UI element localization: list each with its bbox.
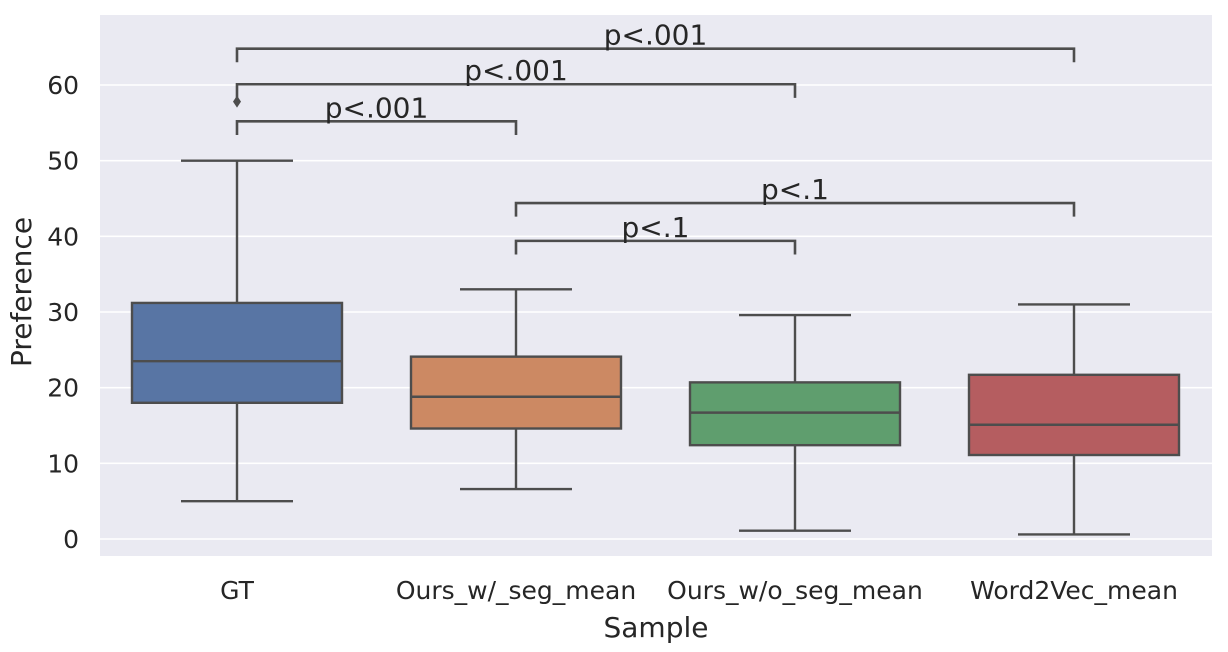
box-group bbox=[409, 288, 623, 491]
plot-background bbox=[100, 15, 1212, 556]
significance-bracket: p<.001 bbox=[235, 91, 518, 135]
x-axis-title: Sample bbox=[604, 611, 709, 644]
significance-label: p<.001 bbox=[464, 54, 568, 87]
y-tick-label: 30 bbox=[47, 298, 79, 327]
bracket-line bbox=[235, 47, 1076, 63]
significance-bracket: p<.1 bbox=[514, 173, 1076, 217]
boxes bbox=[130, 95, 1181, 536]
y-tick-label: 40 bbox=[47, 222, 79, 251]
box-group bbox=[688, 313, 902, 532]
significance-label: p<.001 bbox=[604, 19, 708, 52]
outlier-point bbox=[233, 95, 241, 108]
box-iqr bbox=[409, 355, 623, 430]
bracket-line bbox=[235, 82, 797, 98]
significance-annotations: p<.001 p<.001 p<.001 p<.1 p<.1 bbox=[235, 19, 1076, 255]
tick-labels: 0 10 20 30 40 50 60 GT Ours_w/_seg_mean Ours_w/o_… bbox=[47, 71, 1178, 605]
y-tick-label: 20 bbox=[47, 374, 79, 403]
x-tick-label: Ours_w/o_seg_mean bbox=[667, 576, 923, 605]
x-tick-label: Ours_w/_seg_mean bbox=[396, 576, 636, 605]
x-tick-label: GT bbox=[220, 576, 254, 605]
significance-label: p<.1 bbox=[622, 211, 690, 244]
y-axis-title: Preference bbox=[5, 217, 38, 367]
bracket-line bbox=[235, 120, 518, 135]
box-iqr bbox=[130, 301, 344, 405]
y-tick-label: 0 bbox=[63, 525, 79, 554]
significance-label: p<.1 bbox=[761, 173, 829, 206]
y-tick-label: 10 bbox=[47, 449, 79, 478]
significance-label: p<.001 bbox=[325, 91, 429, 124]
x-tick-label: Word2Vec_mean bbox=[970, 576, 1178, 605]
box-iqr bbox=[967, 373, 1181, 457]
bracket-line bbox=[514, 239, 797, 255]
significance-bracket: p<.1 bbox=[514, 211, 797, 255]
y-tick-label: 50 bbox=[47, 147, 79, 176]
y-tick-label: 60 bbox=[47, 71, 79, 100]
significance-bracket: p<.001 bbox=[235, 54, 797, 98]
bracket-line bbox=[514, 201, 1076, 217]
box-group bbox=[967, 303, 1181, 536]
significance-bracket: p<.001 bbox=[235, 19, 1076, 63]
box-group bbox=[130, 95, 344, 503]
